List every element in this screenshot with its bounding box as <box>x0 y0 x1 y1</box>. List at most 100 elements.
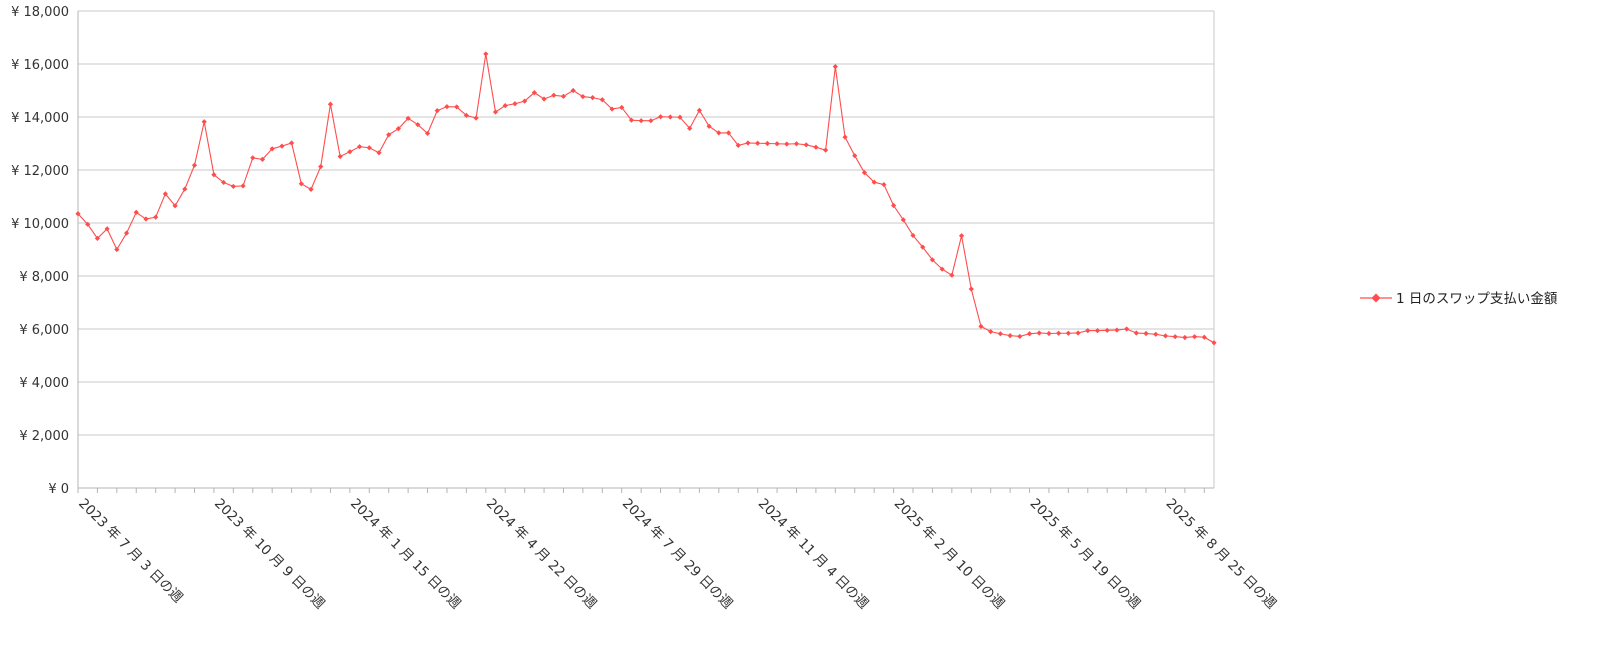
data-point-marker <box>415 122 421 128</box>
data-point-marker <box>454 104 460 110</box>
data-point-marker <box>512 101 518 107</box>
data-point-marker <box>386 132 392 138</box>
y-tick-label: ¥ 12,000 <box>11 164 69 179</box>
data-point-marker <box>395 126 402 132</box>
legend-label: 1 日のスワップ支払い金額 <box>1396 291 1557 307</box>
data-point-marker <box>327 101 334 107</box>
data-point-marker <box>1211 340 1217 346</box>
data-point-marker <box>502 103 508 109</box>
gridlines <box>78 10 1214 489</box>
data-point-marker <box>997 331 1003 337</box>
data-point-marker <box>1133 330 1139 336</box>
data-point-marker <box>638 118 644 124</box>
data-point-marker <box>1017 333 1023 340</box>
data-point-marker <box>541 96 547 102</box>
y-axis-tick-labels: ¥ 0 ¥ 2,000 ¥ 4,000 ¥ 6,000 ¥ 8,000 ¥ 10,000 ¥… <box>11 5 69 497</box>
data-point-marker <box>667 114 673 120</box>
data-point-marker <box>133 209 139 215</box>
data-point-marker <box>1114 327 1120 333</box>
data-point-marker <box>774 141 780 147</box>
axes <box>77 11 1215 493</box>
data-point-marker <box>1026 331 1033 337</box>
data-point-marker <box>764 140 770 147</box>
data-point-marker <box>434 108 440 114</box>
data-point-marker <box>1201 334 1207 340</box>
data-point-marker <box>1124 326 1130 332</box>
y-tick-label: ¥ 4,000 <box>19 376 69 391</box>
data-point-marker <box>143 216 149 222</box>
x-tick-label: 2023 年 7 月 3 日の週 <box>75 496 186 607</box>
data-point-marker <box>347 149 353 155</box>
series-layer <box>75 51 1217 346</box>
data-point-marker <box>890 202 897 209</box>
data-point-marker <box>560 93 567 99</box>
data-point-marker <box>522 98 528 104</box>
x-tick-label: 2025 年 2 月 10 日の週 <box>891 496 1008 613</box>
data-point-marker <box>1172 334 1178 340</box>
data-point-marker <box>842 134 848 140</box>
y-tick-label: ¥ 18,000 <box>11 5 69 20</box>
data-point-marker <box>531 90 537 96</box>
data-point-marker <box>706 123 712 129</box>
data-point-marker <box>318 163 324 170</box>
data-point-marker <box>85 221 91 227</box>
x-tick-label: 2024 年 11 月 4 日の週 <box>755 496 872 613</box>
data-point-marker <box>1085 327 1091 334</box>
y-tick-label: ¥ 6,000 <box>19 323 69 338</box>
data-point-marker <box>1182 334 1188 341</box>
data-point-marker <box>958 233 965 239</box>
data-point-marker <box>211 172 217 178</box>
data-point-marker <box>172 203 178 209</box>
data-point-marker <box>1036 330 1042 336</box>
data-point-marker <box>1143 330 1149 337</box>
data-point-marker <box>609 106 615 112</box>
data-point-marker <box>803 142 809 148</box>
data-point-marker <box>755 140 761 146</box>
data-point-marker <box>725 130 732 136</box>
data-point-marker <box>405 115 411 121</box>
data-point-marker <box>881 181 887 188</box>
data-point-marker <box>1191 334 1198 340</box>
data-point-marker <box>289 140 295 146</box>
x-tick-label: 2023 年 10 月 9 日の週 <box>211 496 328 613</box>
data-point-marker <box>716 130 722 136</box>
data-point-marker <box>570 87 576 94</box>
data-point-marker <box>424 130 431 137</box>
data-point-marker <box>677 114 683 120</box>
data-point-marker <box>900 217 906 223</box>
data-point-marker <box>94 235 101 241</box>
data-point-marker <box>201 119 207 125</box>
data-point-marker <box>298 181 304 187</box>
data-point-marker <box>910 232 916 239</box>
data-point-marker <box>929 257 936 263</box>
data-point-marker <box>551 92 557 98</box>
data-point-marker <box>162 191 168 197</box>
legend-diamond-icon <box>1371 293 1381 303</box>
data-point-marker <box>230 183 236 190</box>
data-point-marker <box>221 179 227 186</box>
data-point-marker <box>823 147 829 153</box>
data-point-marker <box>968 286 974 292</box>
data-point-marker <box>75 211 81 217</box>
data-point-marker <box>861 170 868 176</box>
data-point-marker <box>1075 330 1081 336</box>
y-tick-label: ¥ 8,000 <box>19 270 69 285</box>
data-point-marker <box>949 272 955 278</box>
data-point-marker <box>308 186 314 192</box>
data-point-marker <box>687 125 693 131</box>
data-point-marker <box>1065 330 1071 336</box>
data-point-marker <box>745 140 751 146</box>
data-point-marker <box>114 246 120 253</box>
data-point-marker <box>619 104 625 111</box>
data-point-marker <box>1007 333 1013 339</box>
data-point-marker <box>1056 330 1062 336</box>
x-tick-label: 2025 年 5 月 19 日の週 <box>1027 496 1144 613</box>
data-point-marker <box>356 144 363 150</box>
data-point-marker <box>191 162 198 168</box>
data-point-marker <box>279 143 285 149</box>
x-tick-label: 2024 年 1 月 15 日の週 <box>347 496 464 613</box>
data-point-marker <box>589 95 596 101</box>
data-point-marker <box>657 114 664 120</box>
data-point-marker <box>1094 327 1101 334</box>
